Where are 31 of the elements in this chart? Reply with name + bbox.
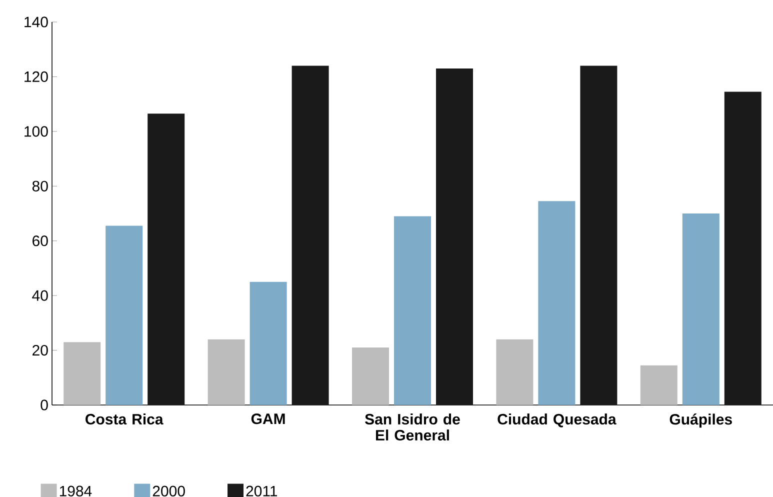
y-tick-label: 60 (32, 236, 48, 246)
bar (724, 92, 762, 405)
y-tick-label: 140 (24, 16, 48, 28)
legend-label: 1984 (60, 486, 92, 496)
bar (682, 213, 720, 405)
x-tick-label: GAM (251, 414, 285, 424)
y-tick-label: 20 (32, 344, 48, 356)
bar (496, 339, 534, 405)
bar (64, 342, 101, 405)
bar (148, 114, 185, 405)
bar (580, 66, 618, 405)
y-tick-label: 100 (24, 126, 48, 137)
x-tick-label: Ciudad Quesada (498, 414, 616, 428)
y-tick-label: 0 (40, 400, 48, 410)
y-tick-label: 40 (32, 290, 48, 301)
legend-label: 2011 (246, 486, 278, 496)
bar (394, 216, 431, 405)
x-tick-label: Guápiles (670, 414, 732, 428)
y-tick-label: 120 (24, 71, 48, 82)
bar (640, 365, 678, 405)
bar (292, 66, 329, 405)
bar (352, 348, 389, 405)
bar (436, 68, 473, 405)
x-tick-label: Costa Rica (86, 414, 164, 425)
bar (250, 282, 287, 405)
bar (106, 226, 143, 405)
x-tick-label: San Isidro de El General (365, 414, 460, 441)
bar (208, 339, 245, 405)
y-tick-label: 80 (32, 180, 48, 192)
legend-label: 2000 (152, 486, 185, 496)
bar (538, 201, 576, 405)
